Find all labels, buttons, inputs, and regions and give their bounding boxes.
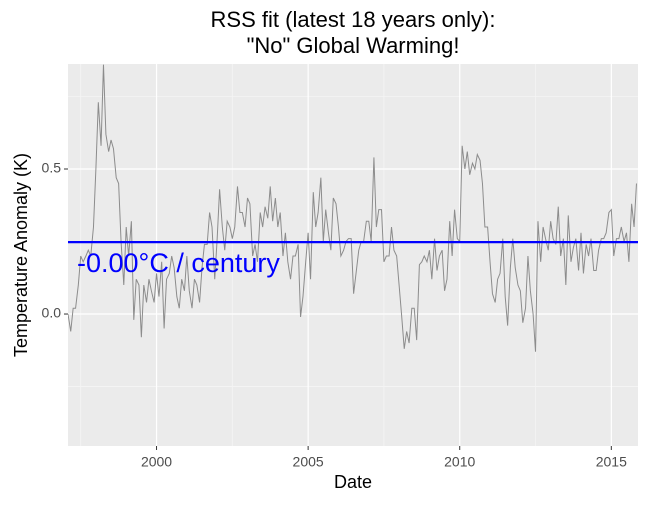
data-line	[68, 64, 637, 352]
chart-title: RSS fit (latest 18 years only):	[211, 7, 496, 32]
y-tick-label: 0.0	[42, 305, 62, 321]
annotation: -0.00°C / century	[77, 248, 280, 278]
chart-title: "No" Global Warming!	[247, 33, 460, 58]
x-tick-label: 2005	[293, 454, 324, 470]
y-tick-label: 0.5	[42, 160, 62, 176]
x-axis-label: Date	[334, 472, 372, 492]
y-axis-label: Temperature Anomaly (K)	[11, 153, 31, 357]
x-tick-label: 2010	[444, 454, 475, 470]
x-tick-label: 2015	[596, 454, 627, 470]
plot-panel	[68, 64, 638, 446]
x-tick-label: 2000	[141, 454, 172, 470]
